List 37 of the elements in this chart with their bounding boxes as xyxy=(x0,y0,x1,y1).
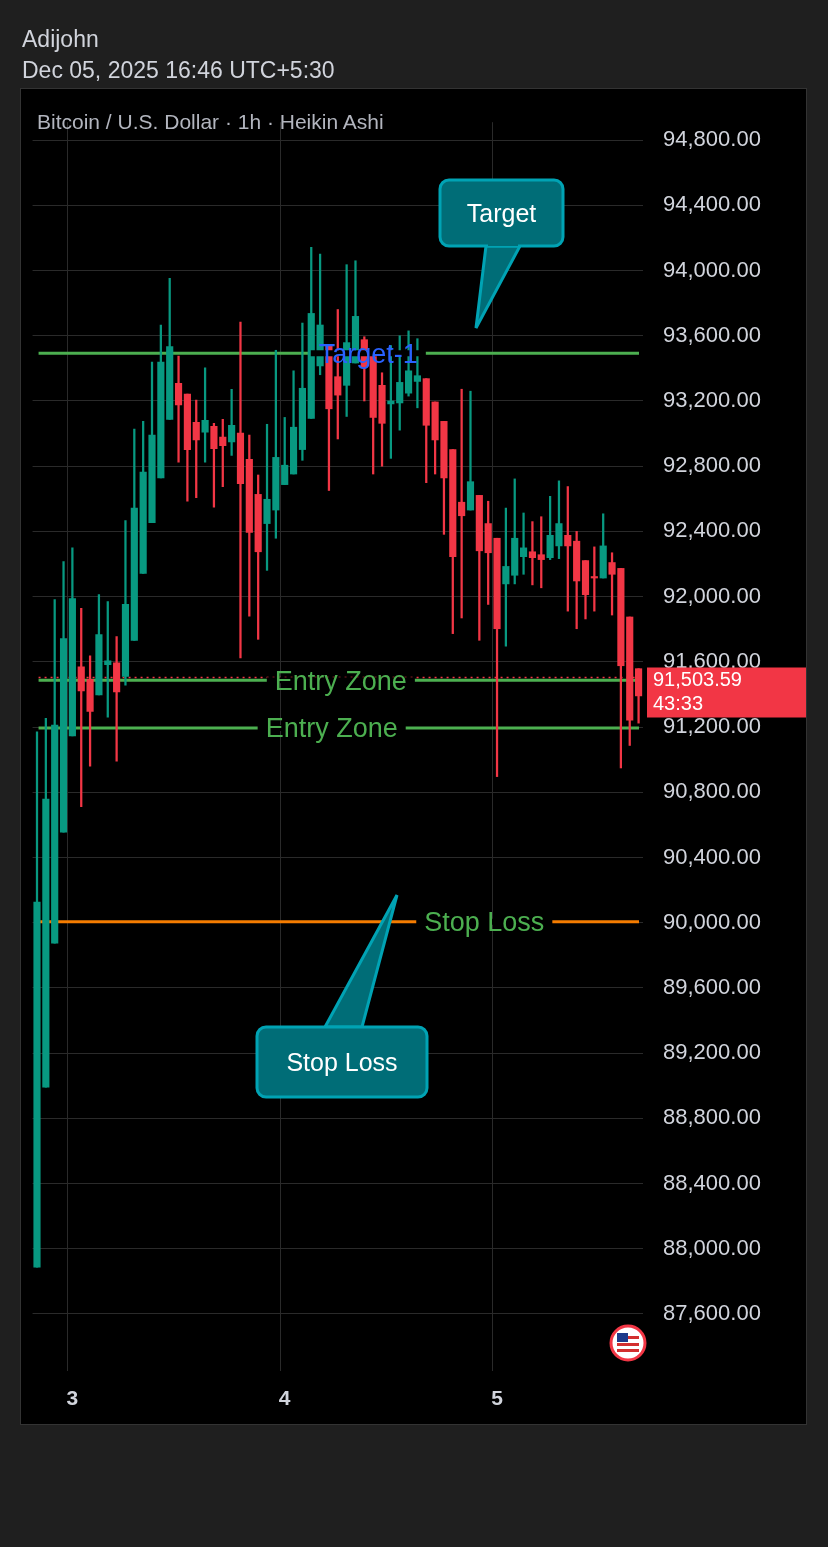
annotation: Target xyxy=(440,180,563,246)
annotation: Stop Loss xyxy=(257,1027,427,1097)
y-tick-label: 91,200.00 xyxy=(663,713,761,739)
candlestick xyxy=(236,321,245,659)
y-tick-label: 88,800.00 xyxy=(663,1104,761,1130)
y-tick-label: 90,000.00 xyxy=(663,908,761,934)
y-tick-label: 93,600.00 xyxy=(663,321,761,347)
ref-line-label: Stop Loss xyxy=(424,907,545,938)
candlestick xyxy=(528,521,536,586)
y-tick-label: 87,600.00 xyxy=(663,1300,761,1325)
chart-title: Bitcoin / U.S. Dollar · 1h · Heikin Ashi xyxy=(37,110,384,134)
text: 43:33 xyxy=(653,692,704,715)
ref-line-label: Target-1 xyxy=(318,338,418,369)
y-tick-label: 92,800.00 xyxy=(663,452,761,478)
y-tick-label: 88,400.00 xyxy=(663,1169,761,1195)
x-tick-label: 3 xyxy=(66,1386,79,1410)
text: Dec 05, 2025 16:46 UTC+5:30 xyxy=(22,56,335,85)
y-tick-label: 90,800.00 xyxy=(663,778,761,804)
candlestick xyxy=(174,355,183,463)
y-tick-label: 92,000.00 xyxy=(663,582,761,608)
candlestick xyxy=(466,390,475,511)
x-tick-label: 4 xyxy=(278,1386,291,1410)
ref-line-label: Entry Zone xyxy=(274,665,407,696)
x-tick-label: 5 xyxy=(491,1386,504,1410)
y-tick-label: 90,400.00 xyxy=(663,843,761,869)
text: Adijohn xyxy=(22,25,100,54)
candlestick xyxy=(519,512,528,575)
y-tick-label: 94,800.00 xyxy=(663,126,761,152)
candlestick xyxy=(228,388,236,456)
y-tick-label: 89,200.00 xyxy=(663,1039,761,1065)
y-tick-label: 89,600.00 xyxy=(663,973,761,999)
y-tick-label: 92,400.00 xyxy=(663,517,761,543)
y-tick-label: 94,400.00 xyxy=(663,191,761,217)
ref-line-label: Entry Zone xyxy=(265,713,398,744)
y-tick-label: 94,000.00 xyxy=(663,256,761,282)
y-tick-label: 93,200.00 xyxy=(663,387,761,413)
y-tick-label: 88,000.00 xyxy=(663,1234,761,1260)
